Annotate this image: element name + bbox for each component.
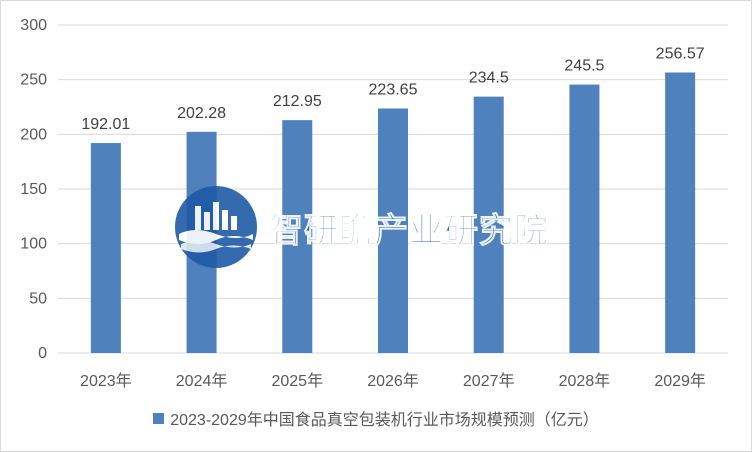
y-tick-label: 300 bbox=[20, 17, 47, 34]
y-tick-label: 200 bbox=[20, 126, 47, 143]
x-tick-label: 2028年 bbox=[559, 372, 611, 390]
y-tick-label: 150 bbox=[20, 181, 47, 198]
bar bbox=[378, 108, 408, 353]
x-tick-label: 2029年 bbox=[654, 372, 706, 390]
data-label: 202.28 bbox=[177, 105, 226, 122]
watermark: 智研瞻产业研究院 bbox=[173, 184, 549, 270]
data-label: 234.5 bbox=[469, 70, 509, 87]
data-labels: 192.01 202.28 212.95 223.65 234.5 245.5 256.57 bbox=[81, 45, 704, 133]
x-tick-label: 2027年 bbox=[463, 372, 515, 390]
bar bbox=[569, 84, 600, 353]
x-axis-ticks: 2023年 2024年 2025年 2026年 2027年 2028年 2029年 bbox=[80, 372, 706, 390]
legend-label: 2023-2029年中国食品真空包装机行业市场规模预测（亿元） bbox=[170, 412, 599, 429]
y-axis-ticks: 0 50 100 150 200 250 300 bbox=[20, 17, 47, 362]
bar bbox=[473, 96, 504, 353]
y-tick-label: 100 bbox=[20, 236, 47, 253]
data-label: 256.57 bbox=[656, 45, 705, 62]
y-tick-label: 0 bbox=[38, 345, 47, 362]
bar bbox=[282, 120, 313, 353]
data-label: 245.5 bbox=[564, 58, 604, 75]
x-tick-label: 2024年 bbox=[176, 372, 228, 390]
x-tick-label: 2026年 bbox=[367, 372, 419, 390]
legend: 2023-2029年中国食品真空包装机行业市场规模预测（亿元） bbox=[1, 406, 751, 430]
data-label: 212.95 bbox=[273, 93, 322, 110]
watermark-logo-icon bbox=[175, 186, 257, 268]
y-tick-label: 250 bbox=[20, 72, 47, 89]
data-label: 223.65 bbox=[369, 81, 418, 98]
y-tick-label: 50 bbox=[29, 290, 47, 307]
bar bbox=[665, 72, 696, 354]
watermark-text: 智研瞻产业研究院 bbox=[269, 210, 549, 251]
x-tick-label: 2023年 bbox=[80, 372, 132, 390]
bar bbox=[90, 143, 121, 353]
legend-swatch bbox=[153, 412, 165, 424]
x-tick-label: 2025年 bbox=[271, 372, 323, 390]
data-label: 192.01 bbox=[81, 116, 130, 133]
